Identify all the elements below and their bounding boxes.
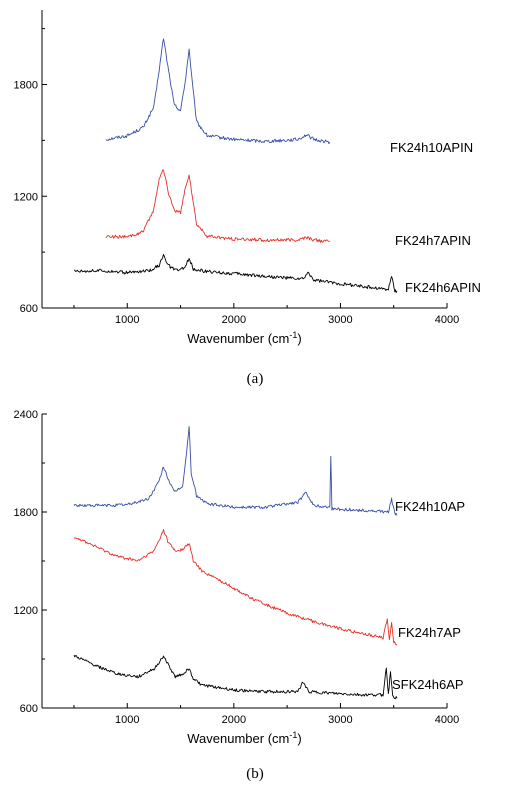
series-label: FK24h10APIN (390, 140, 473, 155)
panel-caption-b: (b) (246, 766, 264, 782)
series-label: FK24h7AP (398, 625, 461, 640)
series-label: FK24h7APIN (395, 233, 471, 248)
x-tick-label: 1000 (115, 314, 139, 326)
y-tick-label: 1200 (14, 605, 38, 617)
x-tick-label: 2000 (222, 314, 246, 326)
y-tick-label: 1800 (14, 80, 38, 92)
series-line-FK24h10AP (73, 426, 398, 516)
series-line-FK24h7AP (73, 529, 398, 646)
series-line-FK24h6APIN (73, 253, 398, 293)
y-tick-label: 600 (20, 703, 38, 715)
x-axis-title: Wavenumber (cm-1) (187, 730, 301, 746)
y-tick-label: 1200 (14, 191, 38, 203)
x-axis-title: Wavenumber (cm-1) (187, 330, 301, 346)
series-label: FK24h6APIN (405, 280, 481, 295)
x-tick-label: 3000 (328, 314, 352, 326)
chart-panel-a: 1000 2000 3000 4000 600 1200 1800 Wavenumber (c… (14, 10, 481, 346)
series-label: SFK24h6AP (392, 677, 464, 692)
y-tick-label: 2400 (14, 409, 38, 421)
x-tick-label: 4000 (435, 314, 459, 326)
chart-panel-b: 1000 2000 3000 4000 600 1200 1800 2400 Wavenumbe… (14, 409, 466, 746)
x-tick-label: 1000 (115, 714, 139, 726)
series-line-SFK24h6AP (73, 654, 398, 700)
series-label: FK24h10AP (395, 499, 465, 514)
x-tick-label: 3000 (328, 714, 352, 726)
x-tick-label: 2000 (222, 714, 246, 726)
panel-caption-a: (a) (247, 371, 264, 387)
y-tick-label: 1800 (14, 507, 38, 519)
y-tick-label: 600 (20, 303, 38, 315)
series-line-FK24h10APIN (105, 38, 331, 145)
series-line-FK24h7APIN (105, 169, 331, 243)
x-tick-label: 4000 (435, 714, 459, 726)
